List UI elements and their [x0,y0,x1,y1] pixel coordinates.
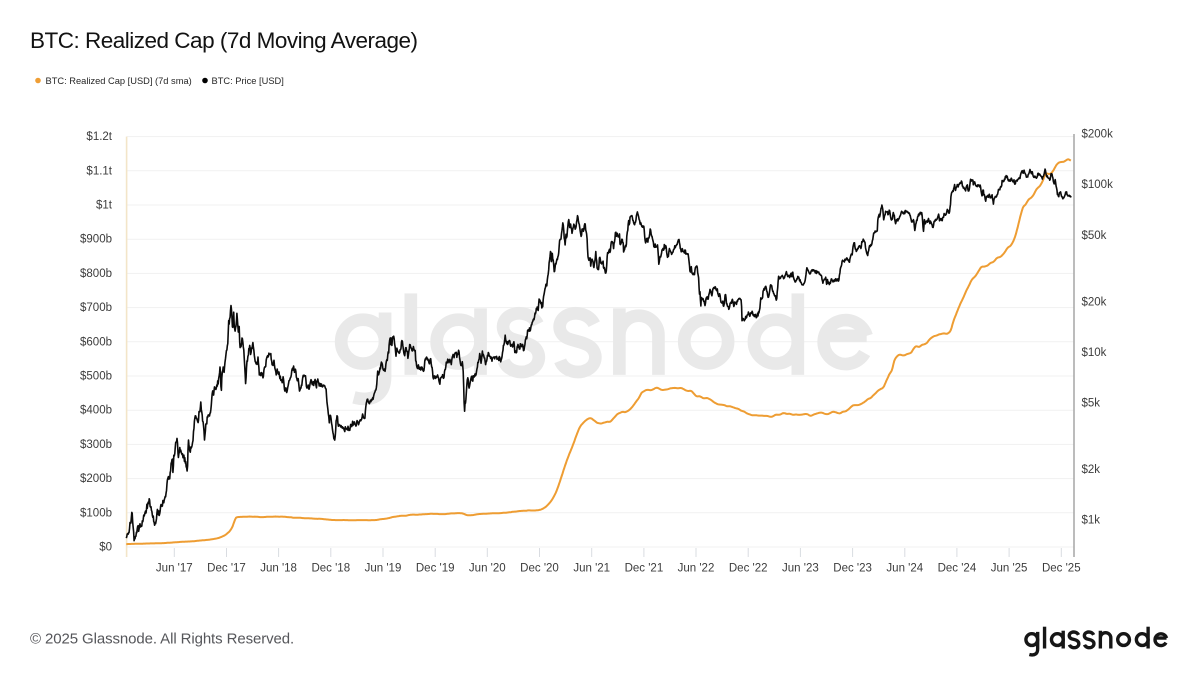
svg-text:Jun '18: Jun '18 [260,563,297,575]
svg-text:Dec '23: Dec '23 [833,563,872,575]
svg-text:$20k: $20k [1082,296,1107,308]
svg-text:$200b: $200b [80,473,112,485]
svg-text:$900b: $900b [80,234,112,246]
svg-text:$800b: $800b [80,268,112,280]
svg-text:BTC: Price [USD]: BTC: Price [USD] [212,76,284,86]
svg-text:$200k: $200k [1082,129,1114,141]
svg-text:Dec '20: Dec '20 [520,563,559,575]
svg-text:Jun '17: Jun '17 [156,563,193,575]
svg-text:© 2025 Glassnode. All Rights R: © 2025 Glassnode. All Rights Reserved. [30,631,294,648]
svg-text:$50k: $50k [1082,230,1107,242]
svg-text:Dec '24: Dec '24 [938,563,977,575]
svg-text:Dec '18: Dec '18 [311,563,350,575]
svg-text:BTC: Realized Cap (7d Moving A: BTC: Realized Cap (7d Moving Average) [30,28,418,53]
svg-text:Jun '22: Jun '22 [678,563,715,575]
svg-text:$700b: $700b [80,302,112,314]
svg-text:Jun '24: Jun '24 [886,563,923,575]
svg-text:Jun '25: Jun '25 [991,563,1028,575]
svg-text:Jun '20: Jun '20 [469,563,506,575]
svg-text:$1k: $1k [1082,515,1101,527]
svg-text:$300b: $300b [80,439,112,451]
svg-text:Jun '21: Jun '21 [573,563,610,575]
svg-text:$5k: $5k [1082,398,1101,410]
svg-text:$1.1t: $1.1t [86,165,112,177]
svg-text:$0: $0 [99,542,112,554]
svg-text:$500b: $500b [80,371,112,383]
svg-text:Dec '17: Dec '17 [207,563,246,575]
svg-text:Dec '22: Dec '22 [729,563,768,575]
svg-text:$1.2t: $1.2t [86,131,112,143]
svg-text:Dec '21: Dec '21 [625,563,664,575]
svg-text:$2k: $2k [1082,464,1101,476]
svg-text:Jun '19: Jun '19 [365,563,402,575]
svg-text:$100b: $100b [80,507,112,519]
svg-text:$10k: $10k [1082,347,1107,359]
svg-text:BTC: Realized Cap [USD] (7d sm: BTC: Realized Cap [USD] (7d sma) [46,76,192,86]
svg-text:Dec '25: Dec '25 [1042,563,1081,575]
svg-text:$400b: $400b [80,405,112,417]
svg-text:Jun '23: Jun '23 [782,563,819,575]
svg-text:$1t: $1t [96,200,113,212]
svg-text:$600b: $600b [80,336,112,348]
svg-text:Dec '19: Dec '19 [416,563,455,575]
svg-text:$100k: $100k [1082,179,1114,191]
